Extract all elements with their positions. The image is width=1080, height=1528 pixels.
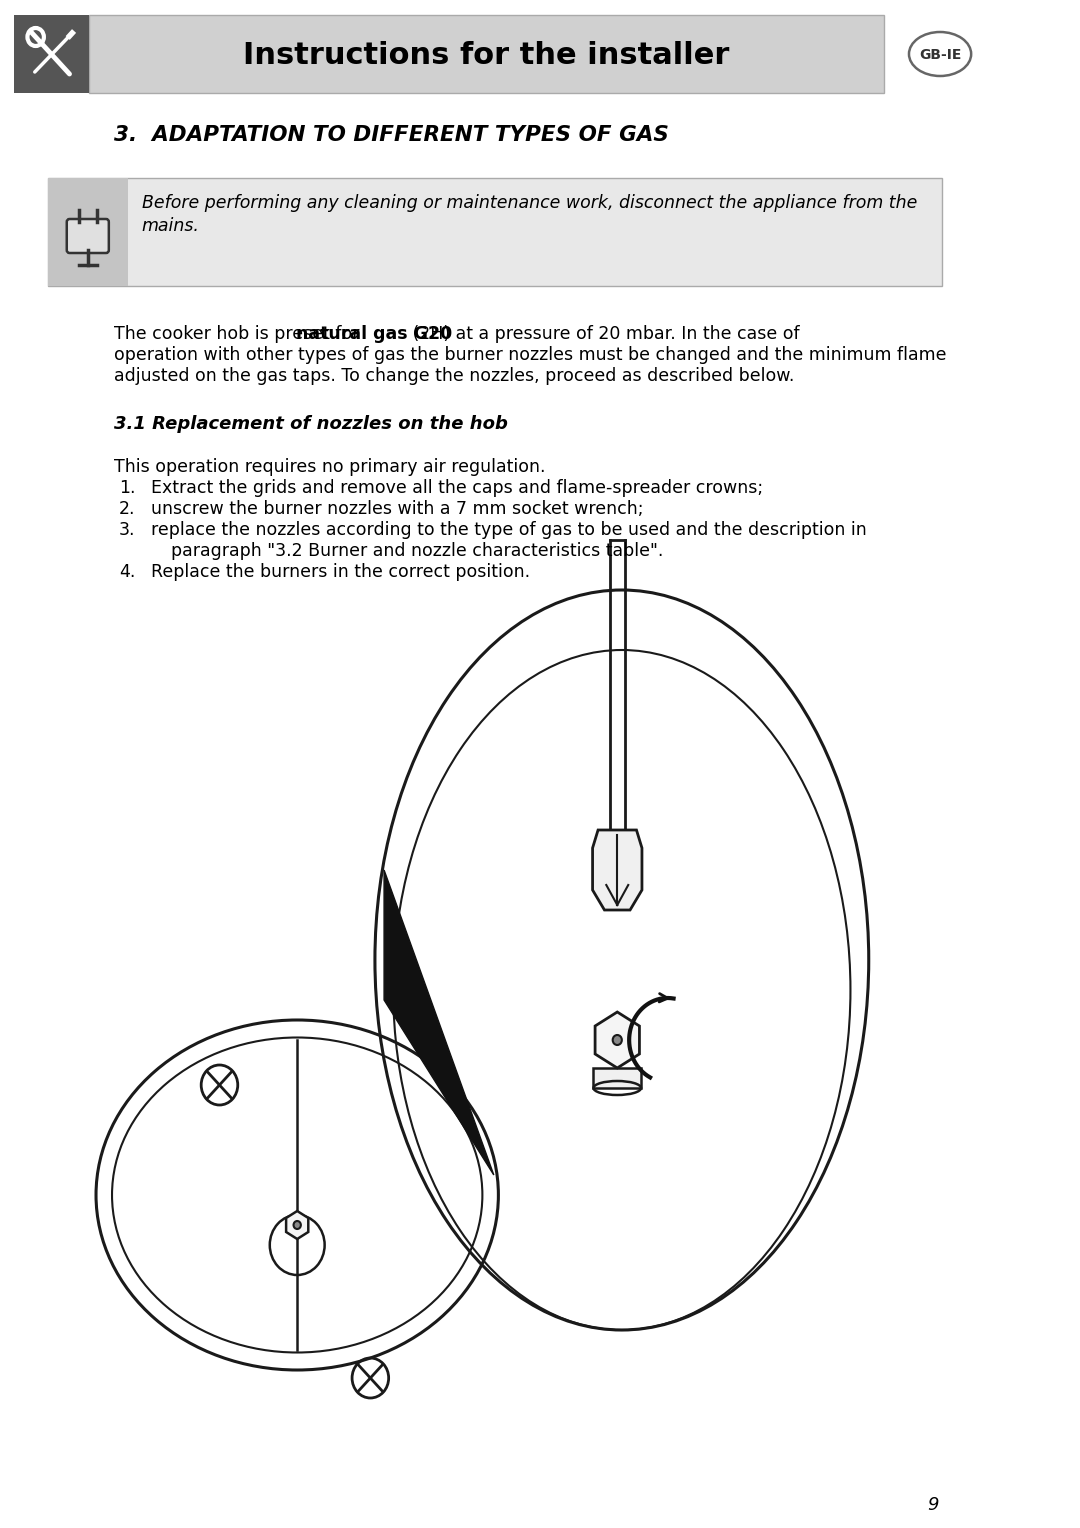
Text: This operation requires no primary air regulation.: This operation requires no primary air r… (114, 458, 545, 477)
Text: 2.: 2. (119, 500, 135, 518)
Text: 9: 9 (927, 1496, 939, 1514)
Text: natural gas G20: natural gas G20 (296, 325, 453, 342)
FancyBboxPatch shape (67, 219, 109, 254)
Text: Replace the burners in the correct position.: Replace the burners in the correct posit… (151, 562, 530, 581)
FancyBboxPatch shape (48, 177, 129, 286)
Text: paragraph "3.2 Burner and nozzle characteristics table".: paragraph "3.2 Burner and nozzle charact… (171, 542, 663, 559)
Polygon shape (593, 830, 642, 911)
Text: 3.1 Replacement of nozzles on the hob: 3.1 Replacement of nozzles on the hob (114, 416, 509, 432)
Text: 1.: 1. (119, 478, 135, 497)
Polygon shape (595, 1012, 639, 1068)
Text: 3.: 3. (119, 521, 135, 539)
Text: adjusted on the gas taps. To change the nozzles, proceed as described below.: adjusted on the gas taps. To change the … (114, 367, 795, 385)
Circle shape (612, 1034, 622, 1045)
Text: GB-IE: GB-IE (919, 47, 961, 63)
FancyBboxPatch shape (594, 1068, 642, 1088)
Text: 3.  ADAPTATION TO DIFFERENT TYPES OF GAS: 3. ADAPTATION TO DIFFERENT TYPES OF GAS (114, 125, 670, 145)
Text: Instructions for the installer: Instructions for the installer (243, 41, 730, 69)
Polygon shape (384, 869, 494, 1175)
Text: Extract the grids and remove all the caps and flame-spreader crowns;: Extract the grids and remove all the cap… (151, 478, 762, 497)
Text: operation with other types of gas the burner nozzles must be changed and the min: operation with other types of gas the bu… (114, 345, 947, 364)
Circle shape (294, 1221, 301, 1229)
Text: replace the nozzles according to the type of gas to be used and the description : replace the nozzles according to the typ… (151, 521, 866, 539)
Text: 4.: 4. (119, 562, 135, 581)
Text: Before performing any cleaning or maintenance work, disconnect the appliance fro: Before performing any cleaning or mainte… (141, 194, 917, 212)
Text: (2H) at a pressure of 20 mbar. In the case of: (2H) at a pressure of 20 mbar. In the ca… (407, 325, 799, 342)
FancyBboxPatch shape (48, 177, 942, 286)
Text: unscrew the burner nozzles with a 7 mm socket wrench;: unscrew the burner nozzles with a 7 mm s… (151, 500, 644, 518)
Polygon shape (286, 1212, 308, 1239)
Text: The cooker hob is preset for: The cooker hob is preset for (114, 325, 365, 342)
FancyBboxPatch shape (14, 15, 89, 93)
Text: mains.: mains. (141, 217, 200, 235)
FancyBboxPatch shape (89, 15, 885, 93)
